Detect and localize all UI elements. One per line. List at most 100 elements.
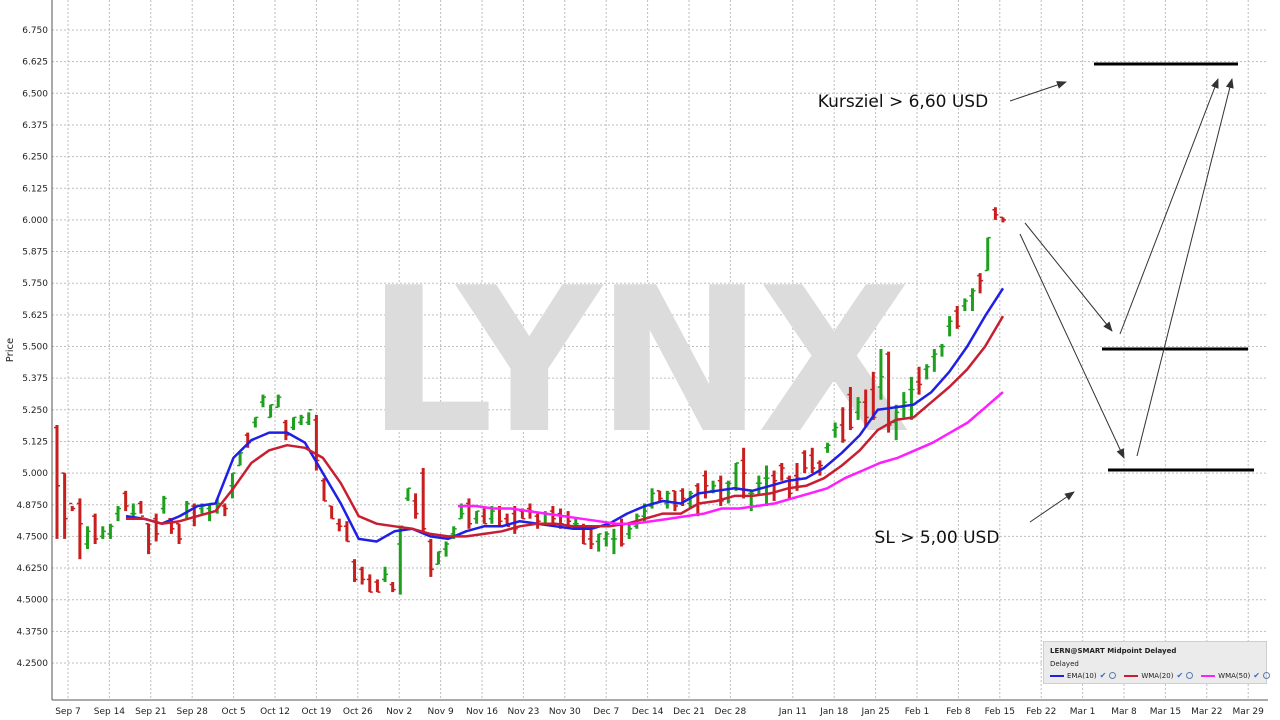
ohlc-bar [427,538,434,577]
ohlc-bar [610,528,617,555]
ma-line-ema10 [125,287,1005,543]
globe-icon[interactable] [1262,672,1270,679]
ohlc-bar [908,376,915,420]
ohlc-bar [252,416,259,428]
legend-item-wma20[interactable]: WMA(20) ✔ [1124,671,1194,680]
ohlc-bar [435,550,442,566]
x-tick-label: Feb 22 [1026,707,1056,717]
ohlc-bar [153,513,160,542]
ohlc-bar [572,518,579,527]
ohlc-bar [84,526,91,550]
ohlc-bar [603,531,610,547]
annotation-stoploss: SL > 5,00 USD [875,528,1000,548]
y-tick-label: 5.125 [22,437,48,447]
legend-item-wma50[interactable]: WMA(50) ✔ [1201,671,1270,680]
ohlc-bar [397,525,404,595]
scenario-arrow [1119,78,1219,335]
ohlc-bar [778,462,785,481]
ohlc-bar [229,472,236,499]
ohlc-bar [359,566,366,585]
x-tick-label: Nov 16 [466,707,498,717]
ohlc-bar [725,480,732,504]
ohlc-bar [382,566,389,582]
globe-icon[interactable] [1109,672,1117,679]
legend-item-ema10[interactable]: EMA(10) ✔ [1050,671,1117,680]
legend-title: LERN@SMART Midpoint Delayed [1050,647,1177,655]
y-tick-label: 4.8750 [17,501,49,511]
y-tick-label: 5.750 [22,279,48,289]
ma-line-wma50 [458,391,1004,525]
ohlc-bar [855,397,862,420]
y-tick-label: 6.000 [22,216,48,226]
x-tick-label: Sep 21 [135,707,166,717]
x-tick-label: Dec 14 [632,707,664,717]
x-tick-label: Oct 19 [301,707,331,717]
x-tick-label: Nov 23 [507,707,539,717]
y-tick-label: 5.625 [22,311,48,321]
x-tick-label: Dec 28 [715,707,747,717]
ohlc-bar [321,478,328,502]
ohlc-bar [137,500,144,517]
x-tick-label: Mar 15 [1150,707,1181,717]
ohlc-bar [809,447,816,474]
check-icon[interactable]: ✔ [1099,671,1107,680]
ohlc-bar [832,422,839,438]
y-tick-label: 5.500 [22,343,48,353]
x-tick-label: Oct 12 [260,707,290,717]
x-tick-label: Mar 22 [1191,707,1222,717]
ohlc-bar [893,404,900,441]
y-tick-label: 4.3750 [17,627,49,637]
legend-label-wma50: WMA(50) [1218,671,1251,680]
y-tick-label: 4.7500 [17,532,49,542]
check-icon[interactable]: ✔ [1176,671,1184,680]
annotation-target: Kursziel > 6,60 USD [818,92,988,112]
ohlc-bar [984,236,991,272]
ohlc-bar [801,450,808,474]
ohlc-bar [465,498,472,529]
x-tick-label: Mar 29 [1233,707,1265,717]
ohlc-bar [938,343,945,357]
ohlc-bar [626,523,633,539]
ohlc-bar [374,579,381,593]
ohlc-bar [176,522,183,544]
x-tick-label: Feb 8 [946,707,971,717]
ohlc-bar [732,462,739,491]
globe-icon[interactable] [1186,672,1194,679]
watermark-text: LYNX [367,245,908,478]
y-tick-label: 6.500 [22,89,48,99]
y-tick-label: 6.125 [22,184,48,194]
ohlc-bar [816,460,823,476]
ohlc-bar [92,513,99,544]
ohlc-bar [839,407,846,443]
x-tick-label: Jan 18 [819,707,848,717]
ohlc-bar [76,498,83,560]
y-tick-label: 6.375 [22,121,48,131]
ohlc-bar [404,487,411,501]
ohlc-bar [275,394,282,409]
ohlc-bar [61,472,68,539]
legend-label-wma20: WMA(20) [1141,671,1174,680]
y-tick-label: 6.625 [22,58,48,68]
ohlc-bar [351,559,358,582]
ohlc-bar [481,508,488,525]
x-tick-label: Sep 28 [177,707,209,717]
ohlc-bar [298,414,305,425]
ohlc-bar [473,510,480,524]
x-tick-label: Sep 14 [94,707,126,717]
ohlc-bar [160,495,167,514]
ohlc-bar [694,483,701,517]
scenario-arrow [1024,222,1113,332]
legend-subtitle: Delayed [1050,660,1079,668]
ohlc-bar [931,349,938,372]
check-icon[interactable]: ✔ [1253,671,1260,680]
y-tick-label: 5.250 [22,406,48,416]
y-tick-label: 6.250 [22,153,48,163]
ohlc-bar [923,364,930,380]
y-tick-label: 4.2500 [17,659,49,669]
ohlc-bar [99,526,106,539]
x-tick-label: Feb 1 [905,707,930,717]
ohlc-bar [305,409,312,425]
ohlc-bar [69,502,76,512]
ohlc-bar [946,316,953,337]
